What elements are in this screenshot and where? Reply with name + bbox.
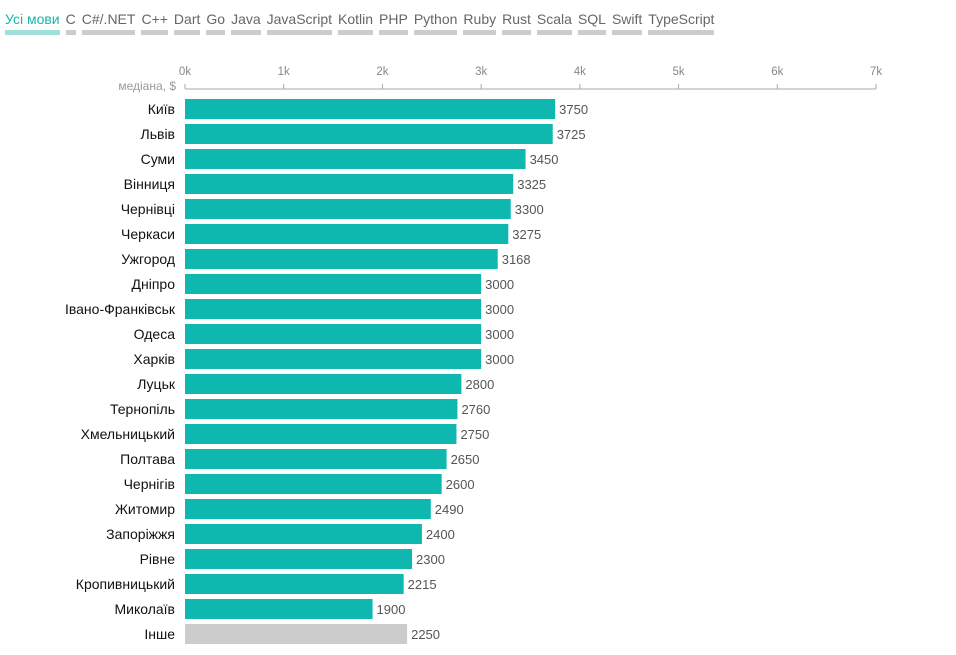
value-label: 2800 xyxy=(465,377,494,392)
bar[interactable] xyxy=(185,224,509,244)
bar[interactable] xyxy=(185,149,526,169)
category-label: Рівне xyxy=(140,551,176,567)
tab-8[interactable]: Kotlin xyxy=(338,10,374,35)
category-label: Вінниця xyxy=(124,176,175,192)
bar[interactable] xyxy=(185,574,404,594)
bar[interactable] xyxy=(185,374,462,394)
category-label: Ужгород xyxy=(121,251,175,267)
x-tick-label: 7k xyxy=(870,66,882,78)
category-label: Дніпро xyxy=(132,276,176,292)
tab-11[interactable]: Ruby xyxy=(463,10,497,35)
bar[interactable] xyxy=(185,349,482,369)
category-label: Житомир xyxy=(115,501,175,517)
tab-15[interactable]: Swift xyxy=(611,10,643,35)
value-label: 2250 xyxy=(411,627,440,642)
value-label: 2600 xyxy=(446,477,475,492)
value-label: 3450 xyxy=(530,152,559,167)
tab-16[interactable]: TypeScript xyxy=(648,10,715,35)
x-tick-label: 0k xyxy=(179,66,191,78)
bar[interactable] xyxy=(185,474,442,494)
language-tabs: Усі мови C C#/.NET C++ Dart Go Java JavaScript K… xyxy=(5,10,720,35)
category-label: Хмельницький xyxy=(81,426,175,442)
value-label: 3168 xyxy=(502,252,531,267)
bar[interactable] xyxy=(185,624,408,644)
bar[interactable] xyxy=(185,174,514,194)
bar[interactable] xyxy=(185,124,553,144)
value-label: 2400 xyxy=(426,527,455,542)
category-label: Київ xyxy=(148,101,175,117)
tab-0[interactable]: Усі мови xyxy=(5,10,60,35)
category-label: Черкаси xyxy=(121,226,175,242)
value-label: 3300 xyxy=(515,202,544,217)
bar[interactable] xyxy=(185,324,482,344)
bars-group: Київ 3750 Львів 3725 Суми 3450 Вінниця 3325 Черн… xyxy=(65,99,588,644)
value-label: 3000 xyxy=(485,277,514,292)
category-label: Чернівці xyxy=(121,201,175,217)
tab-1[interactable]: C xyxy=(65,10,76,35)
x-tick-label: 2k xyxy=(376,66,388,78)
value-label: 3275 xyxy=(512,227,541,242)
tab-4[interactable]: Dart xyxy=(173,10,201,35)
value-label: 2300 xyxy=(416,552,445,567)
bar[interactable] xyxy=(185,199,511,219)
value-label: 2750 xyxy=(460,427,489,442)
bar[interactable] xyxy=(185,524,422,544)
y-axis-label: медіана, $ xyxy=(118,79,176,93)
tab-2[interactable]: C#/.NET xyxy=(81,10,136,35)
value-label: 3000 xyxy=(485,352,514,367)
bar[interactable] xyxy=(185,299,482,319)
category-label: Харків xyxy=(133,351,175,367)
value-label: 2490 xyxy=(435,502,464,517)
value-label: 3750 xyxy=(559,102,588,117)
category-label: Запоріжжя xyxy=(106,526,175,542)
bar[interactable] xyxy=(185,599,373,619)
x-axis: 0k 1k 2k 3k 4k 5k 6k 7k xyxy=(179,66,882,90)
tab-7[interactable]: JavaScript xyxy=(266,10,332,35)
tab-5[interactable]: Go xyxy=(206,10,226,35)
bar[interactable] xyxy=(185,274,482,294)
value-label: 2650 xyxy=(451,452,480,467)
category-label: Суми xyxy=(141,151,175,167)
bar[interactable] xyxy=(185,399,458,419)
bar[interactable] xyxy=(185,424,457,444)
x-tick-label: 3k xyxy=(475,66,487,78)
tab-6[interactable]: Java xyxy=(231,10,261,35)
category-label: Одеса xyxy=(134,326,176,342)
category-label: Львів xyxy=(141,126,175,142)
category-label: Інше xyxy=(144,626,175,642)
tab-14[interactable]: SQL xyxy=(577,10,606,35)
category-label: Івано-Франківськ xyxy=(65,301,176,317)
bar[interactable] xyxy=(185,549,413,569)
x-tick-label: 4k xyxy=(574,66,586,78)
tab-10[interactable]: Python xyxy=(413,10,458,35)
x-tick-label: 5k xyxy=(672,66,684,78)
value-label: 3725 xyxy=(557,127,586,142)
value-label: 3000 xyxy=(485,327,514,342)
bar[interactable] xyxy=(185,99,556,119)
value-label: 3325 xyxy=(517,177,546,192)
category-label: Полтава xyxy=(120,451,175,467)
value-label: 2760 xyxy=(461,402,490,417)
category-label: Кропивницький xyxy=(76,576,175,592)
category-label: Миколаїв xyxy=(114,601,175,617)
bar[interactable] xyxy=(185,249,498,269)
x-tick-label: 6k xyxy=(771,66,783,78)
tab-13[interactable]: Scala xyxy=(536,10,572,35)
tab-3[interactable]: C++ xyxy=(141,10,168,35)
value-label: 1900 xyxy=(377,602,406,617)
value-label: 3000 xyxy=(485,302,514,317)
tab-9[interactable]: PHP xyxy=(379,10,408,35)
bar[interactable] xyxy=(185,449,447,469)
category-label: Тернопіль xyxy=(110,401,175,417)
category-label: Чернігів xyxy=(124,476,175,492)
category-label: Луцьк xyxy=(137,376,176,392)
x-tick-label: 1k xyxy=(278,66,290,78)
value-label: 2215 xyxy=(408,577,437,592)
bar[interactable] xyxy=(185,499,431,519)
tab-12[interactable]: Rust xyxy=(502,10,531,35)
